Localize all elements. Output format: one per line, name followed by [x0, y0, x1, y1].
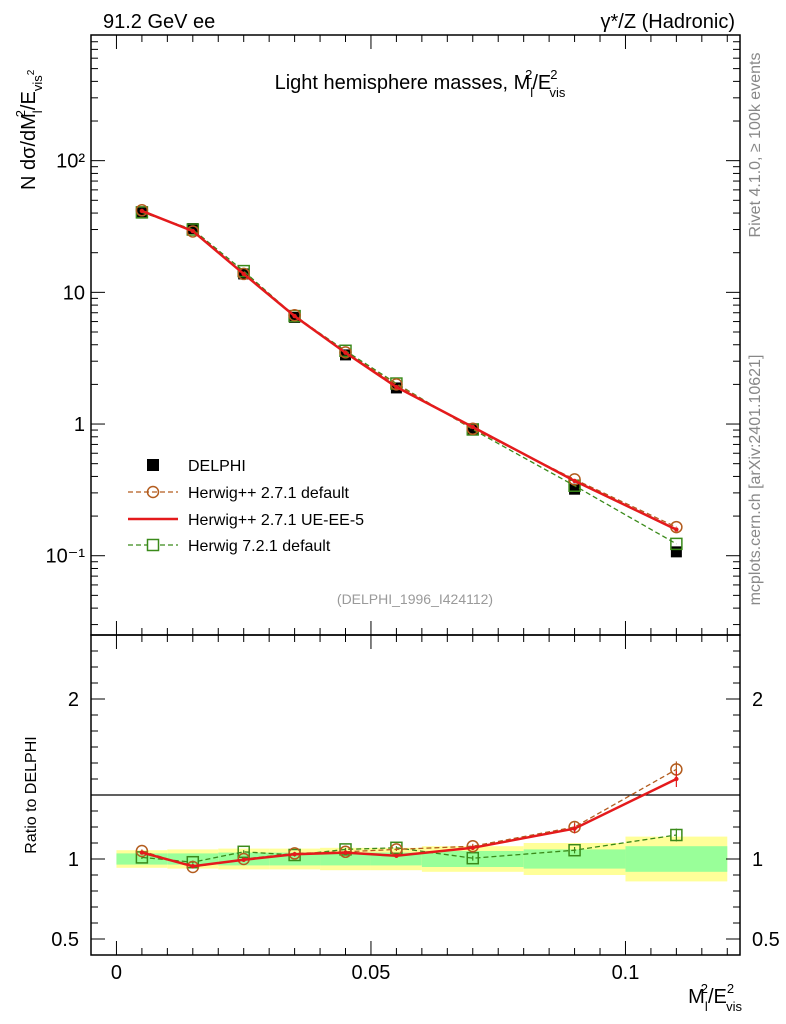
- legend-data-marker: [147, 459, 159, 471]
- ratio-y-axis-label: Ratio to DELPHI: [23, 736, 40, 853]
- ratio-point-herwigpp-ueee5: [139, 850, 145, 855]
- main-point-herwigpp-default: [237, 267, 250, 281]
- ratio-band-inner: [320, 852, 371, 866]
- main-y-tick-label: 1: [74, 414, 85, 436]
- ratio-point-herwigpp-ueee5: [394, 853, 399, 858]
- rivet-version-label: Rivet 4.1.0, ≥ 100k events: [747, 53, 764, 238]
- main-point-herwigpp-ueee5: [190, 228, 196, 234]
- x-axis-label: Ml2/E2 vis: [688, 981, 742, 1014]
- main-line-herwigpp-ueee5: [141, 209, 677, 531]
- ratio-point-herwig7: [670, 828, 683, 842]
- legend-label-herwigpp-default: Herwig++ 2.7.1 default: [188, 485, 350, 502]
- ratio-y-tick-label-right: 1: [752, 849, 763, 871]
- ratio-y-tick-label-left: 0.5: [51, 929, 79, 951]
- legend-label-herwigpp-ueee5: Herwig++ 2.7.1 UE-EE-5: [188, 512, 364, 529]
- ratio-axis-ticks: 0 0.05 0.1 0.5 0.5 1 1 2 2: [51, 634, 780, 984]
- main-panel: 10⁻¹ 1 10 10² Light hemisphere masses, Ml2/…: [13, 34, 741, 636]
- data-point-delphi: [187, 223, 199, 235]
- main-y-tick-label: 10⁻¹: [46, 546, 86, 568]
- legend-label-delphi: DELPHI: [188, 458, 246, 475]
- header-right: γ*/Z (Hadronic): [601, 11, 735, 33]
- main-point-herwigpp-ueee5: [343, 350, 348, 355]
- main-y-axis-label: N dσ/dMl2/Evis2: [13, 69, 45, 190]
- data-point-delphi: [569, 483, 581, 495]
- ratio-y-tick-label-left: 1: [68, 849, 79, 871]
- main-point-herwigpp-default: [339, 346, 352, 359]
- ratio-point-herwigpp-ueee5: [674, 776, 679, 782]
- ratio-band-inner: [523, 849, 626, 869]
- main-point-herwigpp-default: [288, 308, 301, 322]
- ratio-point-herwigpp-default: [186, 860, 200, 874]
- ratio-point-herwig7: [466, 851, 480, 865]
- main-point-herwigpp-ueee5: [139, 208, 145, 214]
- legend-marker-herwig7: [146, 538, 160, 552]
- main-line-herwigpp-default: [141, 209, 677, 528]
- ratio-point-herwigpp-ueee5: [241, 857, 246, 862]
- ratio-point-herwigpp-ueee5: [190, 864, 196, 869]
- ratio-band-inner: [625, 846, 728, 872]
- ratio-point-herwig7: [237, 845, 250, 859]
- x-tick-label: 0.1: [612, 962, 640, 984]
- main-point-herwigpp-default: [186, 225, 200, 238]
- ratio-point-herwigpp-default: [135, 844, 149, 858]
- main-point-herwigpp-ueee5: [470, 424, 475, 430]
- analysis-watermark: (DELPHI_1996_I424112): [337, 591, 493, 607]
- x-tick-label: 0: [111, 962, 122, 984]
- ratio-y-tick-label-right: 2: [752, 689, 763, 711]
- x-tick-label: 0.05: [351, 962, 390, 984]
- main-point-herwigpp-ueee5: [241, 271, 246, 277]
- ratio-point-herwig7: [568, 843, 581, 857]
- ratio-y-tick-label-left: 2: [68, 689, 79, 711]
- main-y-tick-label: 10²: [56, 151, 85, 173]
- main-y-tick-label: 10: [63, 282, 85, 304]
- main-point-herwigpp-default: [135, 204, 149, 217]
- ratio-y-tick-label-right: 0.5: [752, 929, 780, 951]
- main-point-herwig7: [670, 537, 683, 551]
- legend-marker-herwigpp-default: [146, 485, 160, 499]
- legend-label-herwig7: Herwig 7.2.1 default: [188, 538, 331, 555]
- main-point-herwigpp-ueee5: [674, 527, 679, 532]
- legend: DELPHI Herwig++ 2.7.1 default Herwig++ 2…: [128, 458, 364, 555]
- ratio-series-group: [135, 761, 683, 874]
- main-point-herwigpp-ueee5: [394, 384, 399, 390]
- header-left: 91.2 GeV ee: [103, 11, 215, 33]
- main-point-herwigpp-ueee5: [292, 313, 297, 319]
- ratio-band-inner: [167, 853, 219, 865]
- ratio-panel: 0 0.05 0.1 0.5 0.5 1 1 2 2 Ratio to DELPHI Ml2/E…: [23, 634, 780, 1014]
- ratio-line-herwigpp-default: [141, 768, 677, 868]
- ratio-line-herwig7: [141, 834, 677, 863]
- main-point-herwigpp-ueee5: [572, 478, 577, 484]
- data-point-delphi: [670, 546, 682, 558]
- mcplots-label: mcplots.cern.ch [arXiv:2401.10621]: [747, 355, 764, 606]
- ratio-point-herwigpp-ueee5: [343, 850, 348, 855]
- chart-title: Light hemisphere masses, Ml2/E2 vis: [275, 67, 566, 100]
- data-point-delphi: [467, 424, 479, 436]
- ratio-point-herwigpp-ueee5: [292, 852, 297, 857]
- ratio-point-herwigpp-ueee5: [470, 845, 475, 850]
- ratio-point-herwigpp-ueee5: [572, 826, 577, 831]
- main-series-group: [135, 204, 683, 558]
- main-axis-ticks: 10⁻¹ 1 10 10²: [46, 34, 740, 635]
